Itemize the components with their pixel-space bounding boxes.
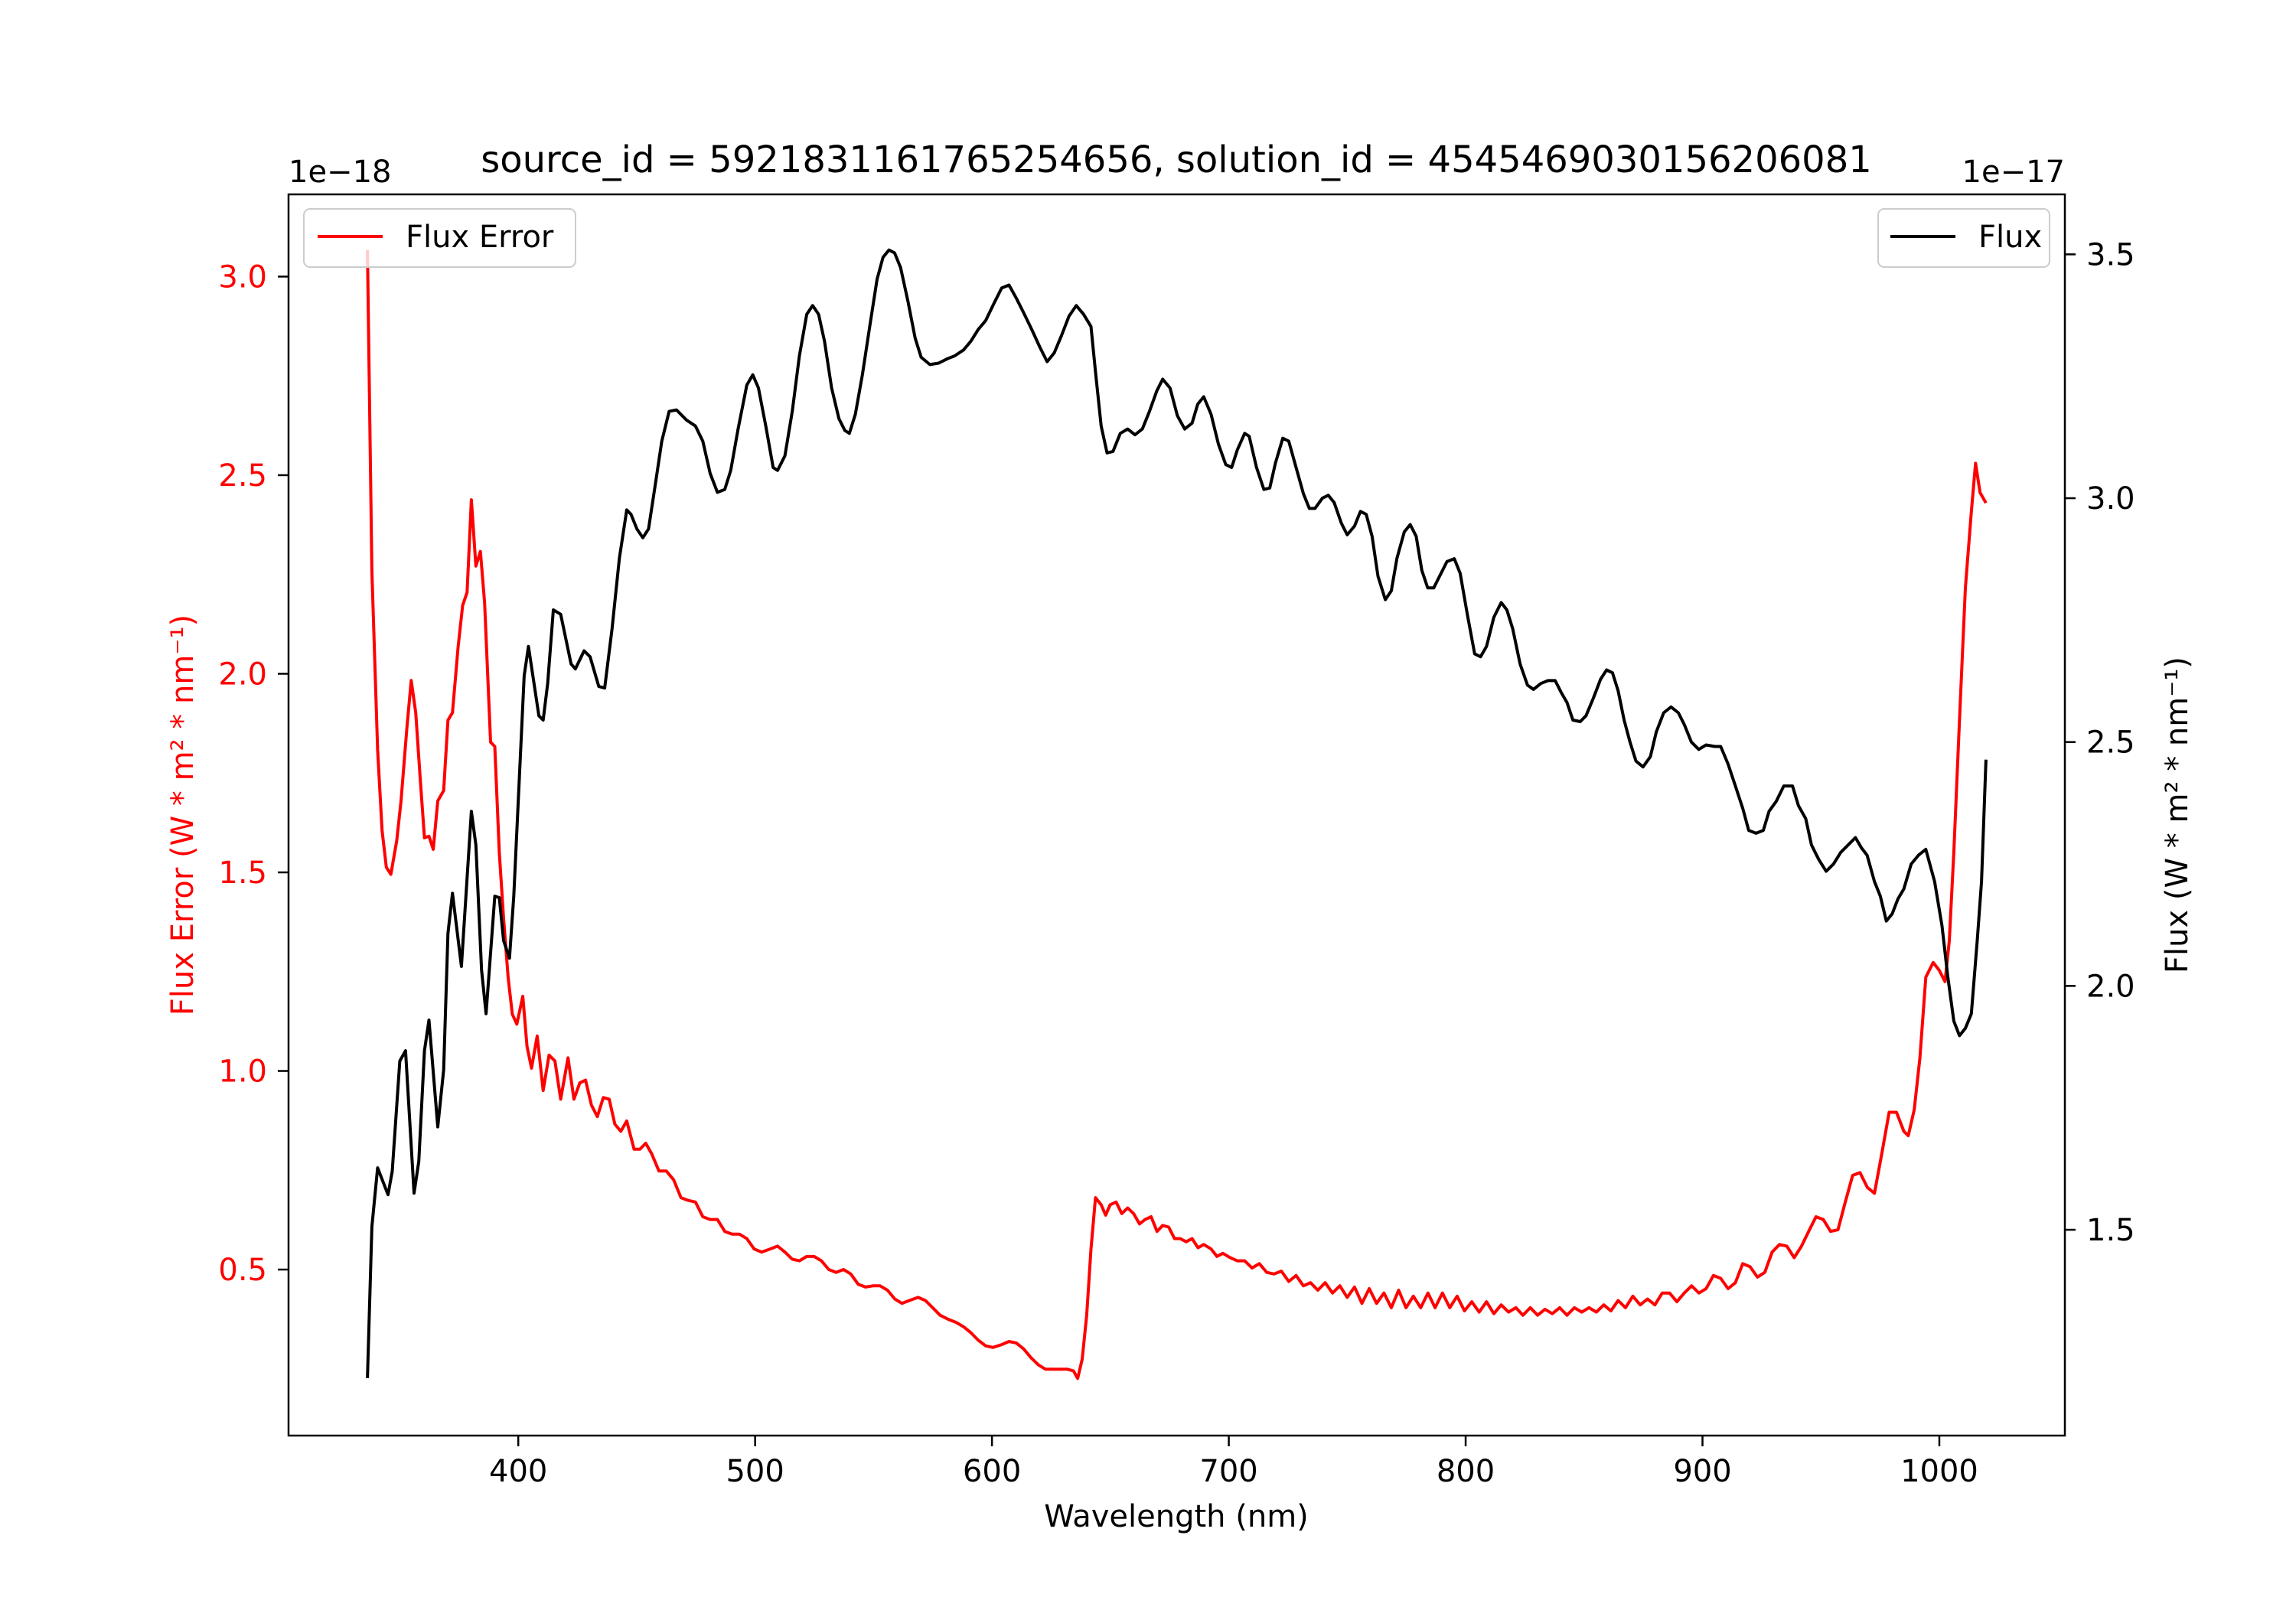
left-y-tick-label: 3.0 — [218, 259, 267, 295]
x-tick-label: 900 — [1673, 1454, 1731, 1489]
right-offset-text: 1e−17 — [1962, 155, 2065, 190]
right-y-tick-label: 2.0 — [2086, 969, 2135, 1004]
left-y-tick-label: 1.5 — [218, 856, 267, 891]
left-offset-text: 1e−18 — [289, 155, 391, 190]
chart-title: source_id = 5921831161765254656, solutio… — [481, 139, 1872, 181]
right-y-tick-label: 1.5 — [2086, 1213, 2135, 1248]
series-line-flux — [366, 248, 1988, 1378]
left-y-tick-label: 2.5 — [218, 458, 267, 494]
x-axis-label: Wavelength (nm) — [1044, 1499, 1309, 1534]
legend-label-flux-error: Flux Error — [406, 220, 554, 255]
legend-flux: Flux — [1877, 208, 2050, 268]
right-y-tick-label: 3.5 — [2086, 237, 2135, 272]
right-y-axis-label: Flux (W * m² * nm⁻¹) — [2160, 657, 2195, 973]
left-y-tick-label: 2.0 — [218, 657, 267, 692]
legend-box — [303, 208, 576, 268]
right-y-tick-label: 2.5 — [2086, 725, 2135, 761]
x-tick-label: 700 — [1199, 1454, 1257, 1489]
left-y-axis-label: Flux Error (W * m² * nm⁻¹) — [165, 614, 201, 1015]
x-tick-label: 600 — [963, 1454, 1021, 1489]
x-tick-label: 800 — [1437, 1454, 1495, 1489]
x-tick-label: 1000 — [1900, 1454, 1978, 1489]
legend-box — [1877, 208, 2050, 268]
plot-frame — [287, 193, 2066, 1437]
ticks-layer: 400 500 600 700 800 900 1000 0.5 1.0 1.5 2.0 2.5 3.0… — [218, 237, 2135, 1489]
legend-label-flux: Flux — [1978, 220, 2042, 255]
series-layer — [366, 248, 1988, 1380]
x-tick-label: 400 — [489, 1454, 547, 1489]
left-y-tick-label: 1.0 — [218, 1054, 267, 1090]
right-y-tick-label: 3.0 — [2086, 481, 2135, 517]
left-y-tick-label: 0.5 — [218, 1253, 267, 1288]
x-tick-label: 500 — [726, 1454, 784, 1489]
legend-flux-error: Flux Error — [303, 208, 576, 268]
series-line-flux-error — [366, 249, 1988, 1380]
